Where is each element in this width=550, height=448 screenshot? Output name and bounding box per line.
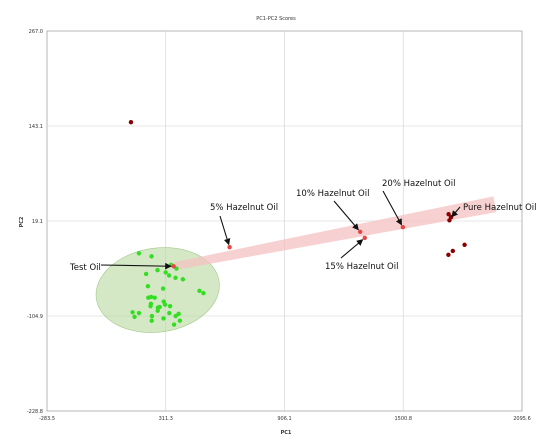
data-point bbox=[145, 284, 151, 289]
data-point bbox=[149, 318, 154, 323]
data-point bbox=[180, 277, 186, 282]
annotations: Test Oil 5% Hazelnut Oil 10% Hazelnut Oil 1… bbox=[69, 179, 536, 273]
data-point bbox=[177, 318, 183, 323]
data-point bbox=[227, 244, 232, 250]
data-point bbox=[163, 270, 168, 275]
data-point bbox=[130, 310, 135, 315]
data-point bbox=[197, 288, 202, 294]
data-point bbox=[162, 302, 168, 307]
data-point bbox=[155, 267, 160, 273]
data-point bbox=[136, 251, 142, 256]
y-axis-label: PC2 bbox=[19, 216, 25, 227]
data-point bbox=[155, 305, 161, 310]
data-point bbox=[171, 322, 177, 327]
y-tick-label: 267.0 bbox=[29, 29, 43, 35]
data-point bbox=[132, 314, 137, 320]
y-tick-label: -228.8 bbox=[27, 409, 43, 415]
x-tick-label: 906.1 bbox=[277, 416, 291, 422]
data-point bbox=[201, 290, 206, 296]
y-tick-label: 143.1 bbox=[29, 124, 43, 130]
data-point bbox=[450, 248, 455, 254]
data-point bbox=[176, 311, 181, 317]
axis-ticks: -283.5 311.3 906.1 1500.8 2095.6 267.0 143.1 19… bbox=[27, 29, 531, 422]
data-point bbox=[447, 218, 452, 223]
data-point bbox=[166, 273, 172, 278]
chart-title: PC1-PC2 Scores bbox=[256, 16, 296, 22]
annotation-label: Test Oil bbox=[69, 263, 101, 273]
data-point bbox=[400, 225, 406, 230]
annotation-label: 10% Hazelnut Oil bbox=[296, 189, 369, 199]
highlight-regions bbox=[95, 196, 497, 333]
data-point bbox=[357, 229, 363, 235]
annotation-arrow bbox=[333, 200, 359, 231]
data-point bbox=[128, 120, 134, 125]
x-tick-label: 2095.6 bbox=[513, 416, 531, 422]
annotation-arrow bbox=[451, 206, 461, 218]
annotation-label: 5% Hazelnut Oil bbox=[210, 203, 278, 213]
data-point bbox=[462, 242, 467, 248]
annotation-arrow bbox=[219, 215, 231, 246]
data-point bbox=[446, 211, 451, 217]
data-point bbox=[148, 294, 154, 300]
data-point bbox=[152, 295, 157, 300]
annotation-arrow bbox=[100, 262, 172, 270]
x-axis-label: PC1 bbox=[281, 430, 292, 436]
data-point bbox=[446, 252, 451, 257]
x-tick-label: -283.5 bbox=[39, 416, 55, 422]
data-point bbox=[173, 275, 178, 280]
data-point bbox=[160, 286, 166, 291]
annotation-label: 15% Hazelnut Oil bbox=[325, 262, 398, 272]
annotation-arrow bbox=[382, 190, 402, 226]
y-tick-label: 19.1 bbox=[32, 219, 43, 225]
data-point bbox=[171, 264, 176, 269]
data-point bbox=[173, 313, 178, 319]
annotation-label: 20% Hazelnut Oil bbox=[382, 179, 455, 189]
data-point bbox=[143, 271, 149, 277]
data-point bbox=[167, 310, 172, 316]
annotation-label: Pure Hazelnut Oil bbox=[463, 203, 536, 213]
data-point bbox=[161, 316, 166, 321]
data-point bbox=[136, 310, 142, 316]
y-tick-label: -104.9 bbox=[27, 314, 43, 320]
data-point bbox=[362, 235, 367, 241]
data-points bbox=[128, 120, 467, 327]
data-point bbox=[149, 254, 154, 259]
data-point bbox=[148, 303, 153, 309]
x-tick-label: 311.3 bbox=[159, 416, 173, 422]
annotation-arrow bbox=[340, 239, 364, 259]
test-oil-region bbox=[95, 247, 220, 333]
data-point bbox=[149, 313, 155, 319]
hazelnut-trend-band bbox=[172, 196, 497, 271]
x-tick-label: 1500.8 bbox=[395, 416, 413, 422]
data-point bbox=[167, 303, 173, 309]
